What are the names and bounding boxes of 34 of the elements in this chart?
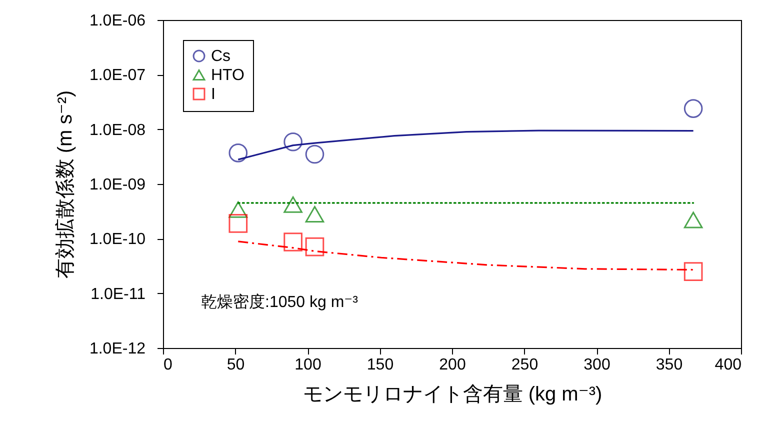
y-tick-label: 1.0E-06 — [89, 12, 146, 30]
legend-label: I — [211, 86, 216, 103]
point — [228, 201, 248, 218]
y-tick-label: 1.0E-10 — [89, 231, 146, 248]
point — [284, 132, 302, 152]
y-tick-label: 1.0E-07 — [89, 67, 146, 84]
x-tick-label: 0 — [164, 356, 172, 374]
y-tick-label: 1.0E-12 — [89, 340, 146, 358]
point — [284, 196, 302, 213]
y-axis-title: 有効拡散係数 (m s⁻²) — [54, 90, 76, 279]
point — [684, 262, 703, 281]
point — [305, 144, 324, 164]
point — [305, 206, 324, 222]
point — [684, 212, 703, 228]
legend-label: Cs — [211, 48, 231, 65]
y-tick-label: 1.0E-09 — [89, 176, 146, 194]
x-tick-label: 50 — [226, 356, 245, 374]
y-tick-label: 1.0E-11 — [90, 286, 146, 303]
x-tick-label: 250 — [511, 356, 538, 374]
annotation: 乾燥密度:1050 kg m⁻³ — [201, 293, 359, 311]
x-tick-label: 400 — [714, 356, 742, 374]
x-tick-label: 300 — [584, 356, 610, 374]
point — [684, 99, 703, 118]
x-axis-title: モンモリロナイト含有量 (kg m⁻³) — [302, 384, 602, 406]
point — [284, 232, 302, 252]
x-tick-label: 350 — [656, 356, 683, 374]
point — [305, 237, 324, 256]
y-tick-label: 1.0E-08 — [89, 122, 146, 139]
x-tick-label: 100 — [294, 356, 322, 374]
legend-label: HTO — [211, 67, 244, 84]
x-tick-label: 200 — [439, 356, 466, 374]
point — [228, 214, 248, 233]
x-tick-label: 150 — [366, 356, 394, 374]
point — [228, 144, 248, 162]
